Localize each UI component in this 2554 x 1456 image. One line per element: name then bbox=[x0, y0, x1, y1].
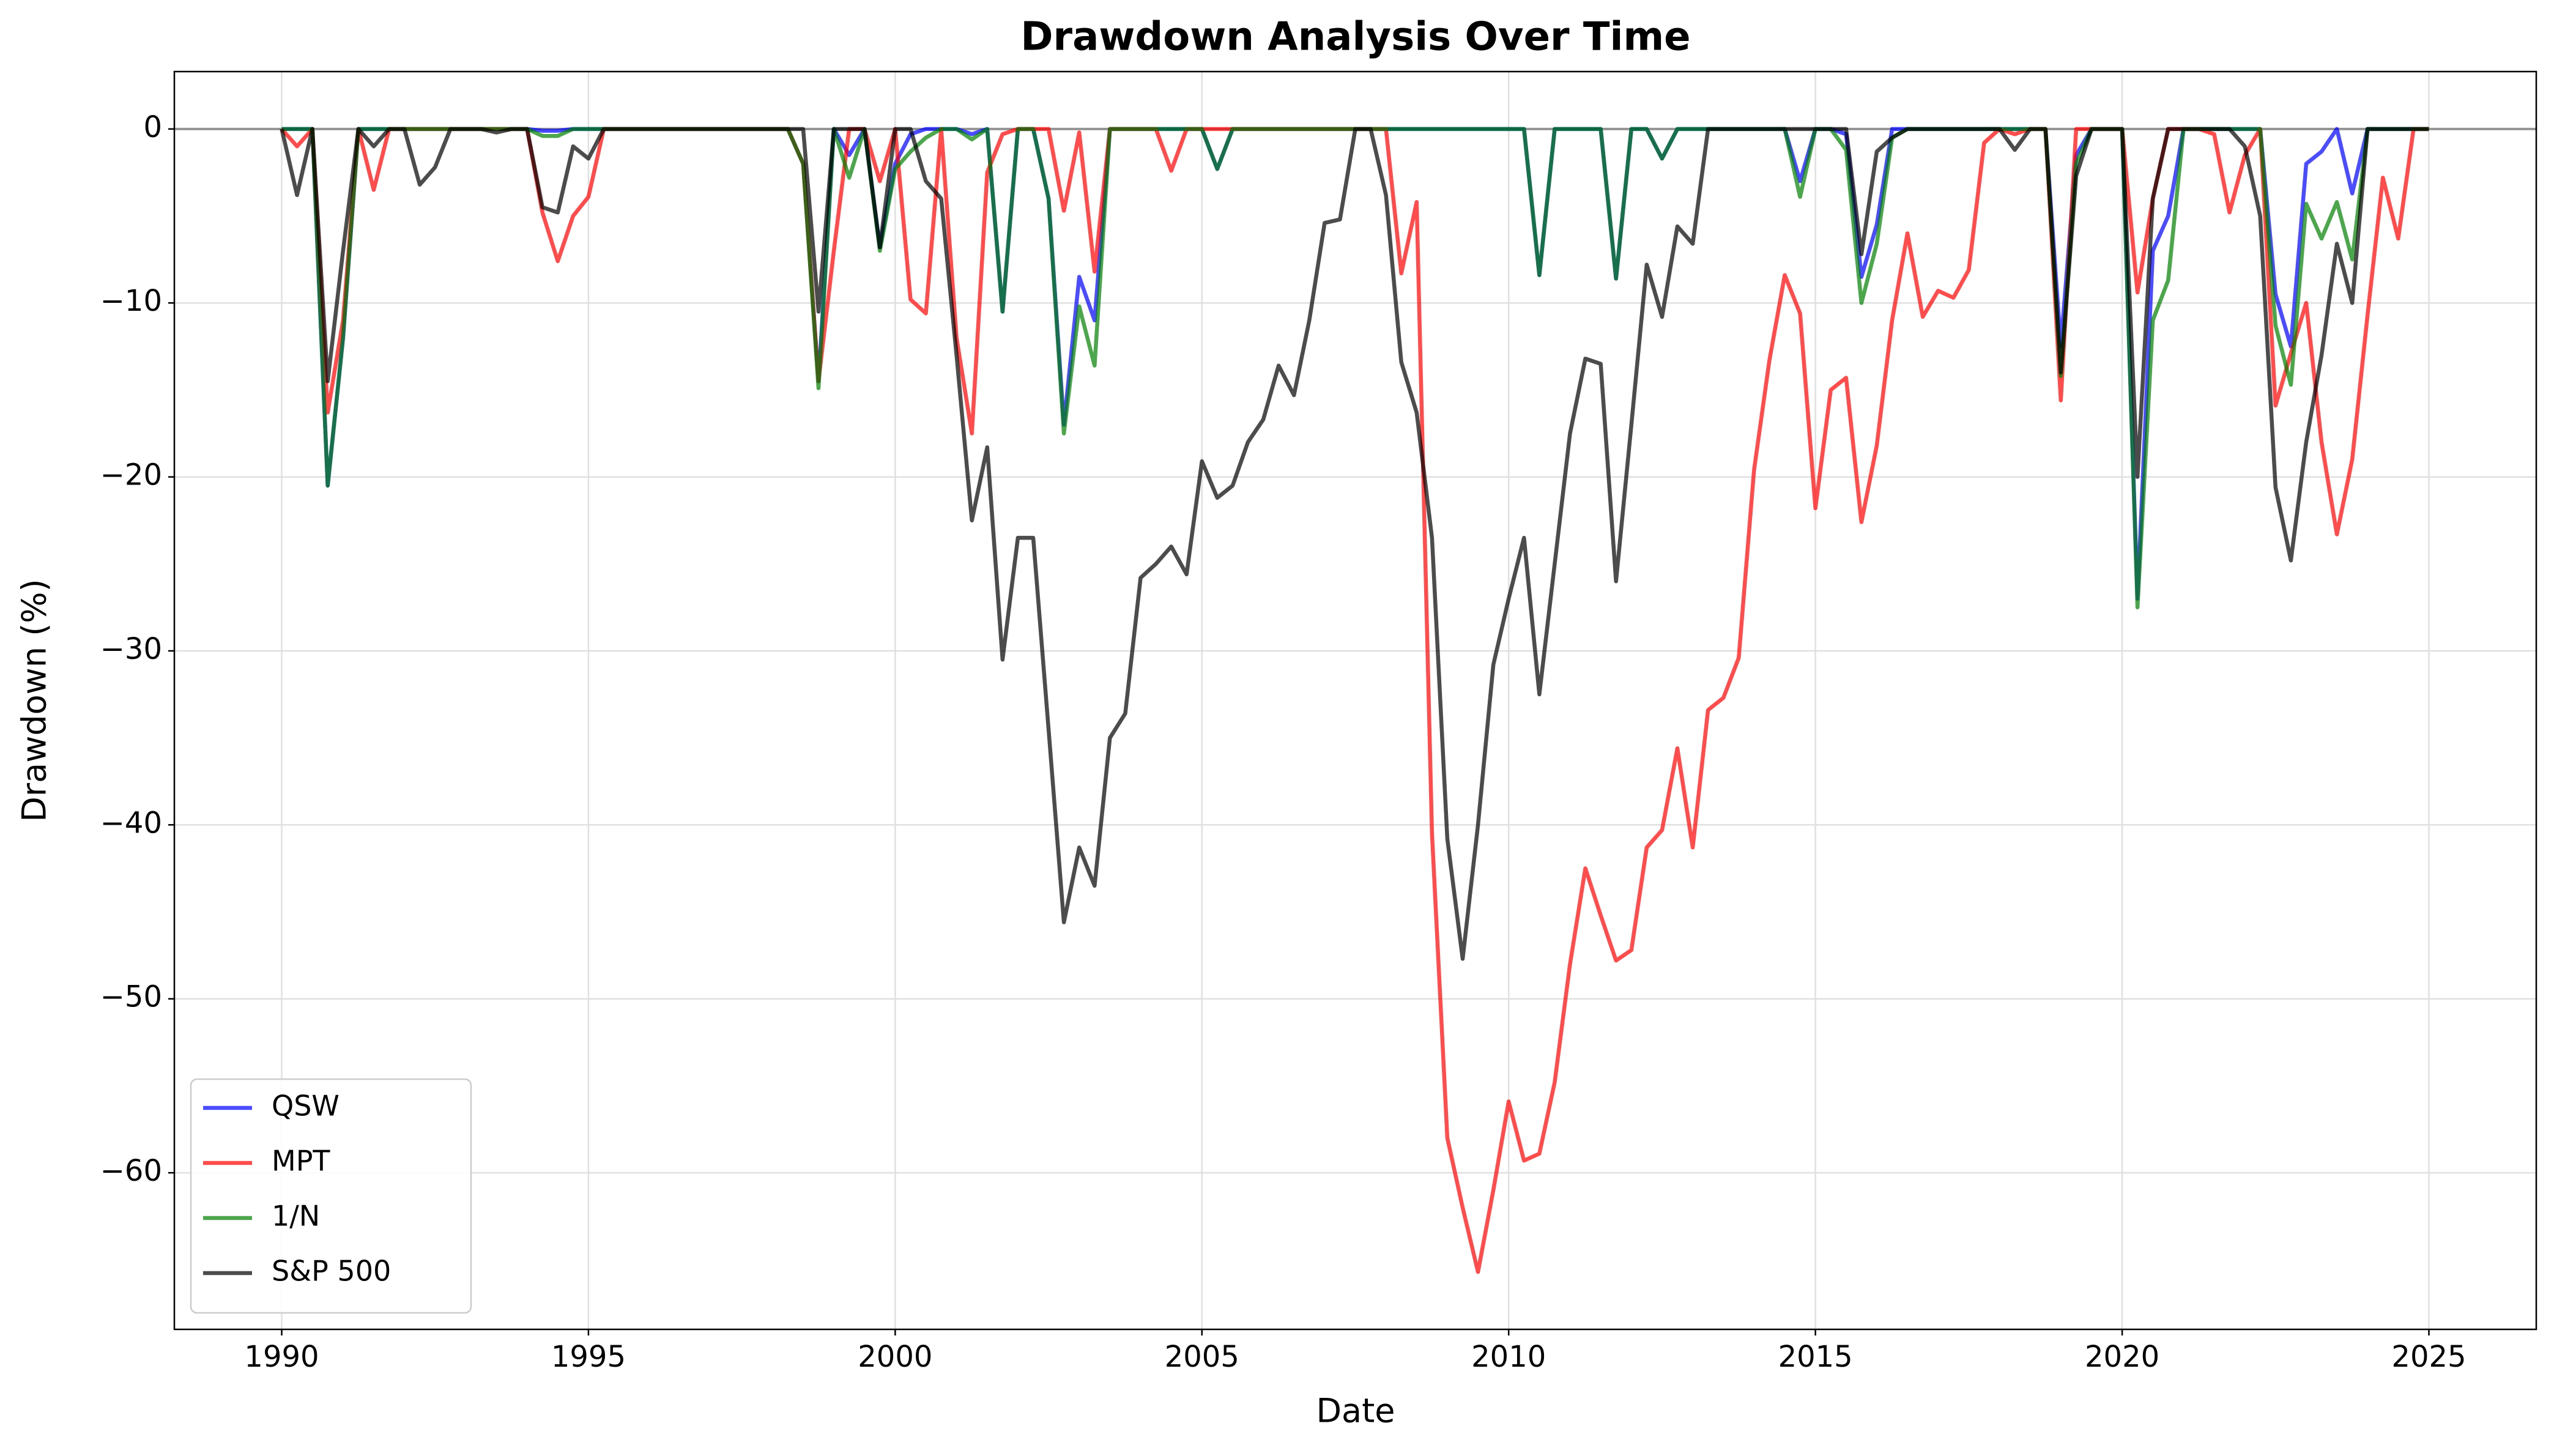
x-tick-label: 2020 bbox=[2085, 1340, 2159, 1374]
y-tick-label: −50 bbox=[100, 980, 162, 1014]
x-tick-label: 2005 bbox=[1165, 1340, 1239, 1374]
y-tick-label: −10 bbox=[100, 284, 162, 318]
plot-frame bbox=[173, 70, 2537, 1331]
y-axis-label: Drawdown (%) bbox=[15, 579, 54, 822]
y-tick-label: −30 bbox=[100, 632, 162, 666]
x-tick-label: 1990 bbox=[244, 1340, 319, 1374]
x-axis-label: Date bbox=[1316, 1392, 1395, 1430]
y-tick-label: −60 bbox=[100, 1154, 162, 1188]
chart-title: Drawdown Analysis Over Time bbox=[1020, 15, 1690, 60]
legend-label: 1/N bbox=[272, 1200, 320, 1233]
legend-label: MPT bbox=[272, 1145, 330, 1178]
series-line bbox=[281, 127, 2429, 610]
x-tick-label: 1995 bbox=[551, 1340, 626, 1374]
legend-box bbox=[190, 1078, 472, 1314]
series-line bbox=[280, 127, 2429, 1274]
x-tick-label: 2000 bbox=[858, 1340, 932, 1374]
y-tick-label: −20 bbox=[100, 458, 162, 492]
legend-label: QSW bbox=[272, 1090, 340, 1123]
x-tick-label: 2010 bbox=[1471, 1340, 1546, 1374]
x-tick-label: 2025 bbox=[2391, 1340, 2466, 1374]
legend-label: S&P 500 bbox=[272, 1255, 391, 1288]
y-tick-label: 0 bbox=[143, 110, 162, 144]
x-tick-label: 2015 bbox=[1778, 1340, 1853, 1374]
series-line bbox=[281, 127, 2429, 601]
y-tick-label: −40 bbox=[100, 806, 162, 840]
series-line bbox=[280, 127, 2429, 961]
legend: QSW MPT 1/N S&P 500 bbox=[190, 1078, 472, 1314]
